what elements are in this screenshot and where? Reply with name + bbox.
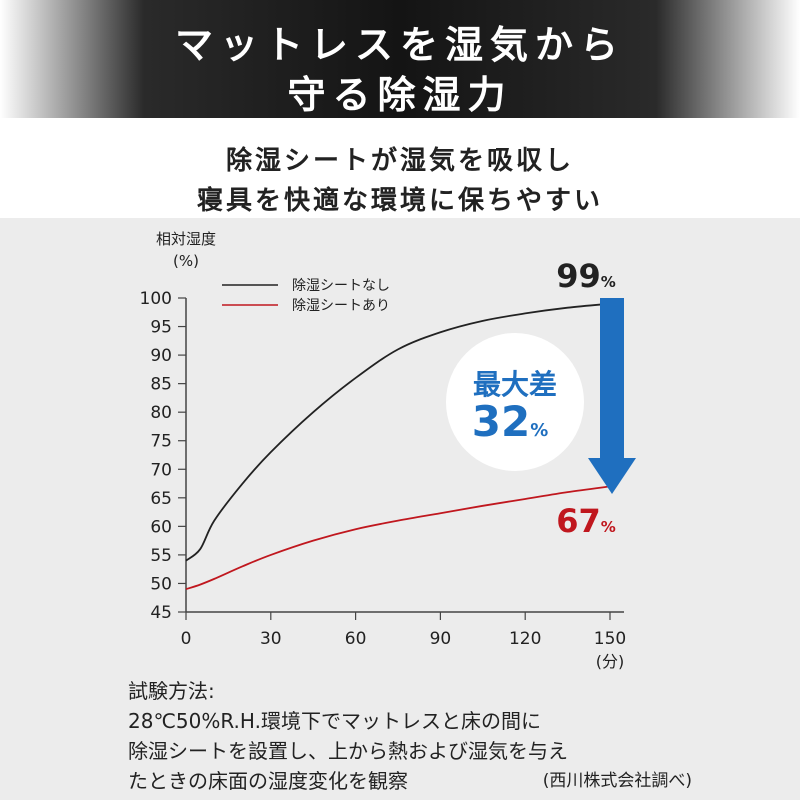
x-tick-label: 0: [181, 629, 192, 649]
subtitle-line-2: 寝具を快適な環境に保ちやすい: [196, 186, 603, 216]
title-line-1: マットレスを湿気から: [174, 23, 625, 67]
x-tick-label: 60: [345, 629, 367, 649]
test-method: 試験方法: 28℃50%R.H.環境下でマットレスと床の間に 除湿シートを設置し…: [128, 676, 788, 796]
difference-value: 32%: [472, 397, 549, 446]
test-credit: (西川株式会社調べ): [542, 771, 692, 791]
y-tick-label: 80: [150, 403, 172, 423]
legend-label-no-sheet: 除湿シートなし: [292, 278, 390, 294]
y-tick-label: 75: [150, 432, 172, 452]
subtitle-box: 除湿シートが湿気を吸収し 寝具を快適な環境に保ちやすい: [0, 118, 800, 218]
y-axis-unit: (%): [173, 252, 199, 270]
x-tick-label: 150: [594, 629, 626, 649]
end-value-no-sheet: 99%: [556, 257, 616, 295]
x-tick-label: 90: [430, 629, 452, 649]
legend: 除湿シートなし 除湿シートあり: [222, 278, 390, 314]
end-value-with-sheet-number: 67: [556, 502, 601, 540]
difference-label: 最大差: [473, 368, 557, 401]
y-tick-label: 55: [150, 546, 172, 566]
y-tick-label: 90: [150, 346, 172, 366]
subtitle-line-1: 除湿シートが湿気を吸収し: [225, 146, 574, 176]
series-line-no-sheet: [185, 302, 611, 562]
end-value-with-sheet-percent: %: [601, 518, 616, 536]
series-line-with-sheet: [185, 485, 611, 591]
y-tick-label: 70: [150, 460, 172, 480]
difference-number: 32: [472, 397, 530, 446]
x-ticks: 0 30 60 90 120 150: [181, 612, 626, 649]
x-axis-unit: (分): [596, 652, 625, 671]
header-banner: マットレスを湿気から 守る除湿力: [0, 0, 800, 118]
y-tick-label: 65: [150, 489, 172, 509]
difference-arrow-head: [588, 458, 636, 494]
y-tick-label: 50: [150, 574, 172, 594]
y-tick-label: 85: [150, 375, 172, 395]
difference-badge: [446, 333, 584, 471]
y-axis-label: 相対湿度: [156, 230, 216, 248]
end-value-no-sheet-number: 99: [556, 257, 601, 295]
y-tick-label: 45: [150, 603, 172, 623]
y-ticks: 45 50 55 60 65 70 75 80 85 90 95 100: [140, 289, 186, 623]
difference-percent-sign: %: [530, 420, 548, 441]
x-tick-label: 120: [509, 629, 541, 649]
title-line-2: 守る除湿力: [287, 73, 513, 117]
test-method-line-3: たときの床面の湿度変化を観察: [128, 769, 408, 793]
end-value-no-sheet-percent: %: [601, 273, 616, 291]
test-method-line-2: 除湿シートを設置し、上から熱および湿気を与え: [128, 739, 568, 763]
legend-label-with-sheet: 除湿シートあり: [292, 298, 390, 314]
difference-arrow-shaft: [600, 298, 624, 460]
y-tick-label: 100: [140, 289, 172, 309]
humidity-chart: 相対湿度 (%) 45 50 55 60 65 70 75 80 85 90 95 100 0 30 60…: [140, 230, 636, 671]
x-tick-label: 30: [260, 629, 282, 649]
y-tick-label: 60: [150, 517, 172, 537]
test-method-heading: 試験方法:: [128, 679, 215, 703]
test-method-line-1: 28℃50%R.H.環境下でマットレスと床の間に: [128, 709, 541, 733]
y-tick-label: 95: [150, 318, 172, 338]
end-value-with-sheet: 67%: [556, 502, 616, 540]
